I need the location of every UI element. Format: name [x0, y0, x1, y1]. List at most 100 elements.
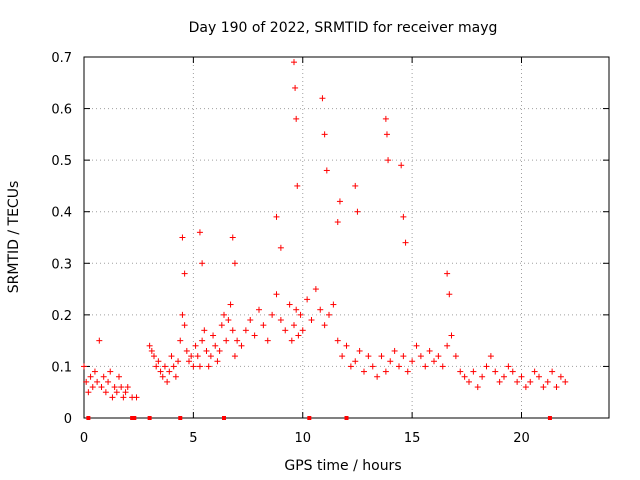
data-point: [422, 363, 429, 370]
data-point: [402, 239, 409, 246]
x-tick-label: 15: [404, 431, 421, 446]
axis-marker: [86, 416, 91, 420]
data-point: [304, 296, 311, 303]
data-point: [549, 368, 556, 375]
data-point: [294, 182, 301, 189]
data-point: [214, 358, 221, 365]
axis-marker: [130, 416, 135, 420]
data-point: [374, 373, 381, 380]
data-point: [159, 373, 166, 380]
data-point: [400, 213, 407, 220]
data-point: [378, 353, 385, 360]
data-point: [205, 363, 212, 370]
data-point: [308, 317, 315, 324]
data-point: [146, 342, 153, 349]
data-point: [312, 286, 319, 293]
data-point: [347, 363, 354, 370]
data-point: [201, 327, 208, 334]
data-point: [496, 378, 503, 385]
data-point: [291, 322, 297, 329]
axis-marker: [344, 416, 349, 420]
data-point: [181, 322, 188, 329]
data-point: [91, 368, 98, 375]
data-point: [190, 363, 197, 370]
data-point: [199, 260, 206, 267]
data-point: [317, 306, 324, 313]
data-point: [461, 373, 468, 380]
y-tick-label: 0.6: [51, 103, 72, 118]
data-point: [288, 337, 295, 344]
data-point: [227, 301, 234, 308]
data-point: [334, 219, 341, 226]
data-point: [487, 353, 494, 360]
data-point: [382, 368, 389, 375]
data-point: [210, 332, 217, 339]
data-point: [229, 234, 236, 241]
data-point: [172, 373, 179, 380]
data-point: [352, 182, 359, 189]
data-point: [365, 353, 372, 360]
data-point: [319, 95, 326, 102]
data-point: [409, 358, 416, 365]
data-point: [179, 311, 186, 318]
x-tick-label: 5: [189, 431, 197, 446]
data-point: [273, 213, 280, 220]
data-point: [102, 389, 109, 396]
data-point: [352, 358, 359, 365]
axis-marker: [222, 416, 226, 420]
data-point: [527, 378, 534, 385]
data-point: [479, 373, 486, 380]
data-point: [444, 342, 451, 349]
data-point: [100, 373, 107, 380]
data-point: [417, 353, 424, 360]
y-tick-label: 0: [64, 412, 72, 427]
data-point: [444, 270, 451, 277]
data-point: [168, 353, 175, 360]
data-point: [196, 363, 203, 370]
x-axis-label: GPS time / hours: [284, 458, 401, 474]
data-point: [148, 347, 155, 354]
data-point: [382, 115, 389, 122]
data-point: [242, 327, 249, 334]
data-point: [540, 384, 547, 391]
bottom-markers: [86, 416, 552, 420]
data-point: [336, 198, 343, 205]
data-point: [87, 373, 94, 380]
data-point: [238, 342, 245, 349]
data-point: [400, 353, 407, 360]
data-point: [385, 157, 392, 164]
data-point: [509, 368, 516, 375]
data-point: [404, 368, 411, 375]
data-point: [391, 347, 398, 354]
data-point: [124, 384, 131, 391]
data-point: [505, 363, 512, 370]
data-point: [334, 337, 341, 344]
data-point: [122, 389, 129, 396]
data-point: [321, 322, 328, 329]
data-point: [164, 378, 171, 385]
data-point: [439, 363, 446, 370]
data-point: [356, 347, 363, 354]
data-point: [221, 311, 227, 318]
data-point: [118, 384, 125, 391]
data-point: [218, 322, 225, 329]
data-point: [431, 358, 437, 365]
data-point: [293, 306, 300, 313]
data-point: [343, 342, 350, 349]
data-point: [194, 353, 201, 360]
data-point: [83, 378, 90, 385]
data-point: [89, 384, 96, 391]
data-point: [212, 342, 219, 349]
data-point: [354, 208, 361, 215]
data-point: [326, 311, 332, 318]
data-point: [562, 378, 569, 385]
data-point: [446, 291, 453, 298]
data-point: [177, 337, 184, 344]
data-point: [188, 353, 195, 360]
data-point: [483, 363, 490, 370]
data-point: [531, 368, 538, 375]
y-axis-label: SRMTID / TECUs: [6, 181, 22, 294]
data-point: [297, 311, 304, 318]
data-point: [223, 337, 230, 344]
